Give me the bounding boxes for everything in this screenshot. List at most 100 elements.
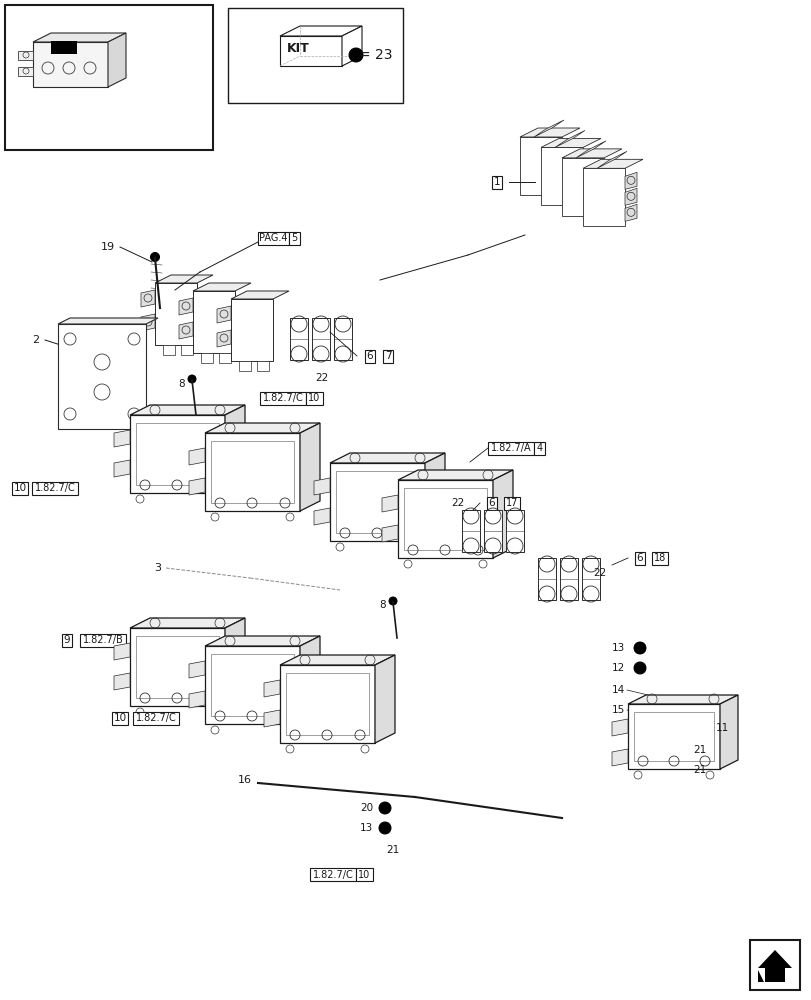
Polygon shape <box>757 950 791 982</box>
Polygon shape <box>201 353 212 363</box>
Polygon shape <box>204 646 299 724</box>
Polygon shape <box>114 430 130 447</box>
Polygon shape <box>280 665 375 743</box>
Bar <box>534 442 544 454</box>
Polygon shape <box>311 318 329 360</box>
Bar <box>749 940 799 990</box>
Polygon shape <box>204 636 320 646</box>
Polygon shape <box>114 643 130 660</box>
Polygon shape <box>257 361 268 371</box>
Polygon shape <box>341 26 362 66</box>
Text: 1.82.7/C: 1.82.7/C <box>135 713 176 723</box>
Polygon shape <box>114 460 130 477</box>
Polygon shape <box>538 558 556 600</box>
Text: 16: 16 <box>238 775 251 785</box>
Bar <box>404 488 487 550</box>
Bar <box>651 552 667 564</box>
Polygon shape <box>561 141 573 158</box>
Text: 1.82.7/B: 1.82.7/B <box>83 635 123 645</box>
Polygon shape <box>264 680 280 697</box>
Polygon shape <box>163 345 175 355</box>
Text: 1.82.7/A: 1.82.7/A <box>490 443 530 453</box>
Bar <box>211 654 294 716</box>
Text: 1: 1 <box>493 177 500 187</box>
Polygon shape <box>627 695 737 704</box>
Polygon shape <box>560 558 577 600</box>
Bar <box>503 496 520 510</box>
Polygon shape <box>58 324 146 429</box>
Text: 2: 2 <box>32 335 40 345</box>
Polygon shape <box>397 480 492 558</box>
Polygon shape <box>483 510 501 552</box>
Text: = 23: = 23 <box>358 48 393 62</box>
Bar <box>486 496 497 510</box>
Text: 22: 22 <box>451 498 464 508</box>
Bar <box>135 423 219 485</box>
Text: 10: 10 <box>14 483 27 493</box>
Bar <box>289 232 299 244</box>
Polygon shape <box>18 51 33 60</box>
Circle shape <box>150 252 159 261</box>
Polygon shape <box>33 42 108 87</box>
Polygon shape <box>130 405 245 415</box>
Text: 10: 10 <box>358 870 370 880</box>
Polygon shape <box>264 710 280 727</box>
Bar <box>80 634 126 647</box>
Polygon shape <box>230 299 272 361</box>
Circle shape <box>633 662 646 674</box>
Polygon shape <box>130 415 225 493</box>
Polygon shape <box>424 453 444 541</box>
Polygon shape <box>155 283 197 345</box>
Polygon shape <box>114 673 130 690</box>
Polygon shape <box>611 719 627 736</box>
Polygon shape <box>178 298 193 315</box>
Polygon shape <box>603 194 616 211</box>
Circle shape <box>633 642 646 654</box>
Circle shape <box>349 48 363 62</box>
Polygon shape <box>299 423 320 511</box>
Text: 20: 20 <box>359 803 372 813</box>
Bar <box>258 232 289 244</box>
Polygon shape <box>611 749 627 766</box>
Polygon shape <box>280 36 341 66</box>
Polygon shape <box>540 147 582 205</box>
Polygon shape <box>189 448 204 465</box>
Circle shape <box>379 802 391 814</box>
Polygon shape <box>757 970 763 982</box>
Polygon shape <box>561 149 621 158</box>
Bar <box>211 441 294 503</box>
Text: 4: 4 <box>536 443 542 453</box>
Polygon shape <box>155 275 212 283</box>
Text: 19: 19 <box>101 242 115 252</box>
Polygon shape <box>333 318 351 360</box>
Polygon shape <box>18 67 33 76</box>
Polygon shape <box>189 661 204 678</box>
Text: 22: 22 <box>315 373 328 383</box>
Polygon shape <box>314 478 329 495</box>
Polygon shape <box>299 636 320 724</box>
Text: 13: 13 <box>359 823 372 833</box>
Bar <box>336 471 418 533</box>
Bar <box>135 636 219 698</box>
Bar <box>355 868 372 881</box>
Bar <box>260 391 306 404</box>
Polygon shape <box>381 525 397 542</box>
Text: 1.82.7/C: 1.82.7/C <box>312 870 353 880</box>
Bar <box>62 634 72 647</box>
Text: 9: 9 <box>63 635 71 645</box>
Polygon shape <box>130 628 225 706</box>
Text: KIT: KIT <box>287 42 310 55</box>
Polygon shape <box>582 168 624 226</box>
Polygon shape <box>130 618 245 628</box>
Polygon shape <box>375 655 394 743</box>
Polygon shape <box>189 478 204 495</box>
Bar <box>133 712 178 724</box>
Text: 14: 14 <box>611 685 624 695</box>
Circle shape <box>379 822 391 834</box>
Polygon shape <box>582 167 594 184</box>
Bar <box>634 552 645 564</box>
Text: 6: 6 <box>636 553 642 563</box>
Polygon shape <box>596 151 626 168</box>
Bar <box>633 712 713 761</box>
Bar <box>491 176 502 189</box>
